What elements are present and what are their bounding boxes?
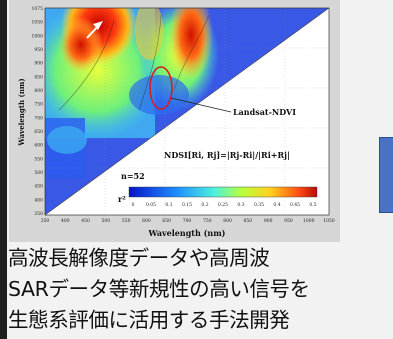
x-tick-label: 1050 xyxy=(323,218,335,224)
x-tick-label: 900 xyxy=(264,218,273,224)
x-tick-label: 800 xyxy=(223,218,232,224)
colorbar-tick-label: 0.25 xyxy=(218,202,228,208)
ndsi-formula: NDSI[Ri, Rj]=|Rj-Ri|/|Ri+Rj| xyxy=(164,150,290,160)
colorbar-symbol: r² xyxy=(118,194,126,204)
x-tick-label: 950 xyxy=(284,218,293,224)
ndsi-correlation-figure: Landsat-NDVI NDSI[Ri, Rj]=|Rj-Ri|/|Ri+Rj… xyxy=(17,6,335,238)
left-frame-border xyxy=(0,0,7,339)
y-tick-label: 800 xyxy=(34,88,43,94)
x-tick-label: 750 xyxy=(203,218,212,224)
annotation-leader-line xyxy=(170,97,232,113)
x-tick-label: 650 xyxy=(162,218,171,224)
side-blue-box xyxy=(379,137,393,213)
y-tick-label: 1050 xyxy=(32,20,44,26)
colorbar-tick-label: 0 xyxy=(132,202,135,208)
caption-line-2: SARデータ等新規性の高い信号を xyxy=(8,277,310,301)
y-tick-label: 850 xyxy=(34,74,43,80)
y-tick-label: 1075 xyxy=(32,6,44,12)
x-tick-label: 600 xyxy=(142,218,151,224)
colorbar-tick-label: 0.15 xyxy=(182,202,192,208)
caption-line-3: 生態系評価に活用する手法開発 xyxy=(8,308,290,332)
x-tick-label: 450 xyxy=(81,218,90,224)
highlight-arrow xyxy=(86,21,103,39)
y-tick-label: 500 xyxy=(34,170,43,176)
ndsi-figure-panel: Landsat-NDVI NDSI[Ri, Rj]=|Rj-Ri|/|Ri+Rj… xyxy=(9,0,340,242)
colorbar xyxy=(128,186,318,198)
caption-line-1: 高波長解像度データや高周波 xyxy=(8,246,270,270)
y-tick-label: 400 xyxy=(34,197,43,203)
colorbar-tick-label: 0.45 xyxy=(290,202,300,208)
grid-lines xyxy=(45,8,329,215)
x-axis-label: Wavelength (nm) xyxy=(148,228,226,238)
colorbar-tick-label: 0.1 xyxy=(165,202,172,208)
y-tick-label: 450 xyxy=(34,184,43,190)
colorbar-tick-label: 0.2 xyxy=(201,202,208,208)
x-tick-label: 850 xyxy=(244,218,253,224)
x-tick-label: 550 xyxy=(122,218,131,224)
annotation-label: Landsat-NDVI xyxy=(233,107,296,117)
y-tick-label: 350 xyxy=(34,211,43,217)
colorbar-tick-label: 0.3 xyxy=(237,202,244,208)
colorbar-tick-label: 0.4 xyxy=(273,202,280,208)
y-tick-label: 550 xyxy=(34,156,43,162)
y-axis-label: Wavelength (nm) xyxy=(17,78,26,146)
sample-count: n=52 xyxy=(121,171,145,181)
y-tick-label: 600 xyxy=(34,143,43,149)
x-tick-label: 1000 xyxy=(303,218,315,224)
y-tick-label: 1000 xyxy=(32,33,44,39)
y-tick-label: 950 xyxy=(34,47,43,53)
colorbar-tick-label: 0.35 xyxy=(254,202,264,208)
caption-block: 高波長解像度データや高周波 SARデータ等新規性の高い信号を 生態系評価に活用す… xyxy=(0,243,393,336)
x-axis-ticks: 350 400 450 500 550 600 650 700 750 800 850 900 950 1… xyxy=(41,218,335,224)
x-tick-label: 500 xyxy=(102,218,111,224)
y-tick-label: 650 xyxy=(34,129,43,135)
x-tick-label: 700 xyxy=(183,218,192,224)
x-tick-label: 350 xyxy=(41,218,50,224)
colorbar-tick-label: 0.5 xyxy=(309,202,316,208)
plot-border xyxy=(44,7,330,216)
y-tick-label: 700 xyxy=(34,115,43,121)
y-tick-label: 750 xyxy=(34,102,43,108)
x-tick-label: 400 xyxy=(61,218,70,224)
colorbar-tick-label: 0.05 xyxy=(146,202,156,208)
colorbar-ticks: 0 0.05 0.1 0.15 0.2 0.25 0.3 0.35 0.4 0.45 0.5 xyxy=(132,202,317,208)
y-axis-ticks: 1075 1050 1000 950 900 850 800 750 700 650 600 550 5… xyxy=(32,6,44,217)
diagonal-line xyxy=(44,7,330,216)
y-tick-label: 900 xyxy=(34,61,43,67)
landsat-ndvi-ellipse xyxy=(149,66,173,110)
